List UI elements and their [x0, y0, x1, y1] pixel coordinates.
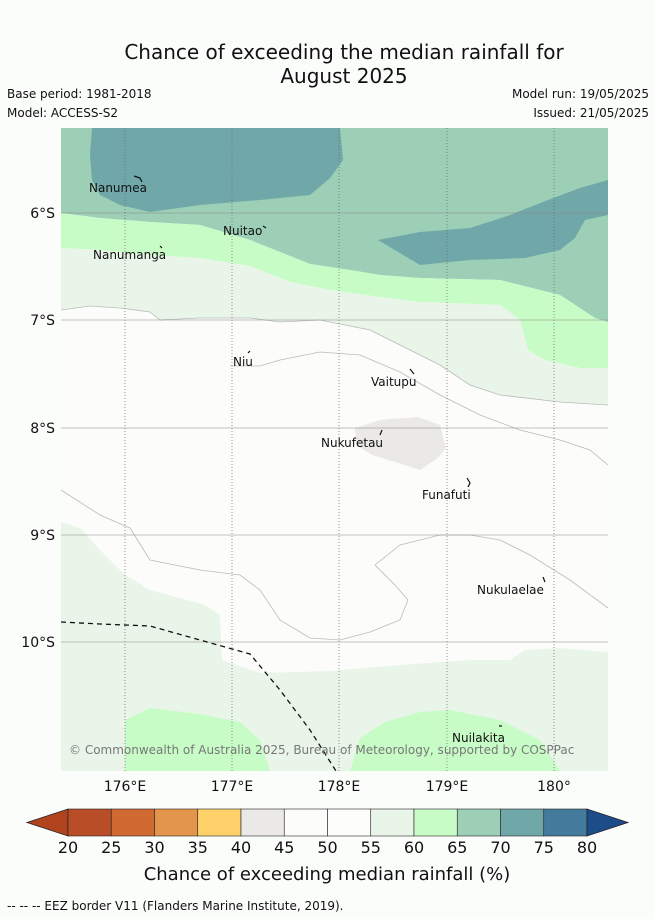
colorbar-tick-label: 20 — [58, 838, 78, 857]
colorbar-tick-label: 50 — [317, 838, 337, 857]
colorbar-segment — [456, 808, 501, 837]
contour-55-60-north — [61, 248, 608, 405]
title-line-2: August 2025 — [280, 64, 408, 88]
contour-lines — [61, 305, 608, 641]
colorbar-segment — [67, 808, 112, 837]
place-label-vaitupu: Vaitupu — [371, 375, 417, 389]
lon-label-180: 180° — [537, 779, 571, 795]
colorbar-tick-label: 45 — [274, 838, 294, 857]
lat-label-8s: 8°S — [30, 421, 55, 437]
lon-label-178e: 178°E — [318, 779, 361, 795]
island-marks — [133, 175, 546, 727]
model-run: Model run: 19/05/2025 — [511, 87, 649, 101]
colorbar-segment — [500, 808, 545, 837]
contour-70-75-east — [378, 180, 608, 265]
contour-55-60-south — [61, 522, 608, 771]
map-field — [61, 128, 608, 771]
place-label-niu: Niu — [233, 355, 253, 369]
colorbar-arrow-high — [586, 808, 630, 837]
place-label-nukulaelae: Nukulaelae — [477, 583, 544, 597]
colorbar-segment — [154, 808, 199, 837]
colorbar-tick-label: 55 — [361, 838, 381, 857]
lat-label-6s: 6°S — [30, 206, 55, 222]
colorbar-segment — [110, 808, 155, 837]
lat-label-9s: 9°S — [30, 528, 55, 544]
colorbar-tick-label: 60 — [404, 838, 424, 857]
place-label-nuitao: Nuitao — [223, 224, 262, 238]
contour-60-65 — [61, 213, 608, 368]
colorbar-tick-label: 40 — [231, 838, 251, 857]
colorbar-tick-labels: 20 25 30 35 40 45 50 55 60 65 70 75 80 — [58, 838, 597, 857]
colorbar-tick-label: 75 — [534, 838, 554, 857]
contour-60-65-sw — [125, 708, 270, 771]
title-line-1: Chance of exceeding the median rainfall … — [124, 40, 564, 64]
place-label-funafuti: Funafuti — [422, 488, 471, 502]
colorbar-tick-label: 70 — [490, 838, 510, 857]
model-name: Model: ACCESS-S2 — [7, 106, 119, 120]
chart-title: Chance of exceeding the median rainfall … — [0, 40, 655, 88]
eez-border — [61, 621, 337, 771]
contour-40-45 — [355, 417, 446, 470]
graticule-meridians — [124, 128, 555, 771]
colorbar-segment — [327, 808, 372, 837]
contour-60-65-se — [350, 710, 560, 771]
contour-70-75-north — [90, 128, 343, 212]
issued-date: Issued: 21/05/2025 — [533, 106, 649, 120]
colorbar-arrow-low — [25, 808, 69, 837]
lon-label-176e: 176°E — [104, 779, 147, 795]
lat-label-10s: 10°S — [21, 635, 55, 651]
base-period: Base period: 1981-2018 — [7, 87, 152, 101]
colorbar-tick-label: 80 — [577, 838, 597, 857]
rainfall-map: Nanumea Nuitao Nanumanga Niu Vaitupu Nuk… — [21, 128, 630, 885]
colorbar-title: Chance of exceeding median rainfall (%) — [144, 864, 511, 885]
lat-label-7s: 7°S — [30, 313, 55, 329]
place-label-nukufetau: Nukufetau — [321, 436, 383, 450]
copyright-notice: © Commonwealth of Australia 2025, Bureau… — [69, 743, 574, 757]
colorbar-segment — [370, 808, 415, 837]
place-label-nanumea: Nanumea — [89, 181, 147, 195]
colorbar — [25, 808, 630, 837]
colorbar-tick-label: 30 — [144, 838, 164, 857]
colorbar-segment — [283, 808, 328, 837]
colorbar-segment — [413, 808, 458, 837]
colorbar-tick-label: 65 — [447, 838, 467, 857]
graticule — [61, 212, 608, 643]
colorbar-tick-label: 35 — [188, 838, 208, 857]
colorbar-segment — [240, 808, 285, 837]
place-label-nanumanga: Nanumanga — [93, 248, 166, 262]
eez-border-note: -- -- -- EEZ border V11 (Flanders Marine… — [7, 899, 344, 913]
lon-label-177e: 177°E — [211, 779, 254, 795]
colorbar-tick-label: 25 — [101, 838, 121, 857]
place-label-nuilakita: Nuilakita — [452, 731, 505, 745]
lon-label-179e: 179°E — [426, 779, 469, 795]
colorbar-segment — [543, 808, 588, 837]
colorbar-segment — [197, 808, 242, 837]
